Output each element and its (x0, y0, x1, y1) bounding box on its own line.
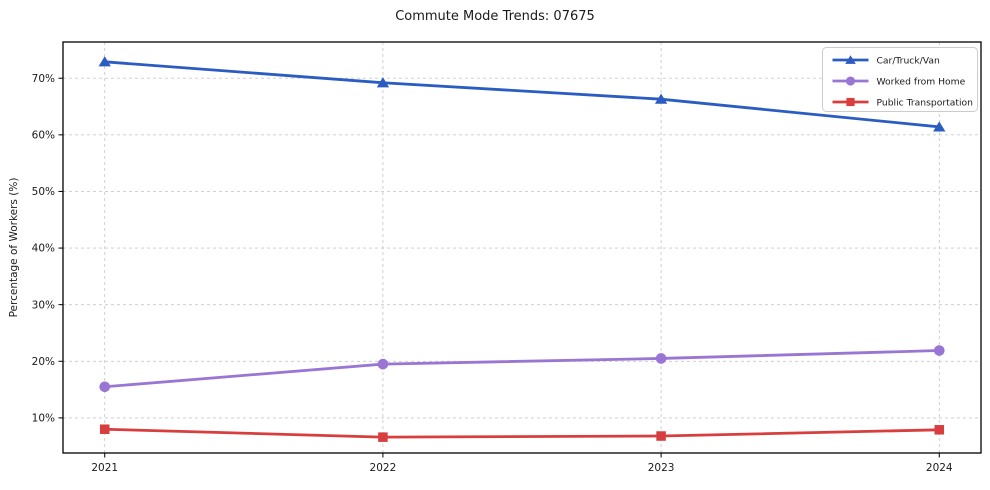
series-worked-from-home (99, 345, 945, 393)
chart-title: Commute Mode Trends: 07675 (395, 9, 595, 24)
marker-car-truck-van (654, 93, 668, 104)
series-public-transportation (99, 424, 945, 442)
x-tick-label: 2022 (370, 462, 397, 474)
marker-public-transportation (934, 425, 945, 435)
legend-label: Worked from Home (877, 76, 966, 87)
legend-item-car-truck-van: Car/Truck/Van (832, 55, 940, 66)
legend-marker-square (846, 97, 855, 107)
y-tick-label: 40% (32, 243, 55, 255)
legend-item-public-transportation: Public Transportation (832, 97, 974, 108)
legend-box (822, 47, 978, 112)
marker-car-truck-van (933, 121, 946, 132)
marker-worked-from-home (933, 345, 945, 356)
y-tick-label: 60% (32, 129, 55, 141)
plot-frame (62, 41, 982, 454)
series-line-car-truck-van (103, 60, 941, 129)
y-tick-label: 50% (32, 186, 55, 198)
legend: Car/Truck/Van Worked from Home Public Tran… (822, 47, 978, 112)
series-car-truck-van (98, 56, 946, 132)
marker-worked-from-home (655, 353, 667, 364)
y-tick-label: 20% (32, 356, 55, 368)
marker-public-transportation (656, 431, 666, 441)
legend-label: Public Transportation (877, 97, 974, 108)
y-axis-label: Percentage of Workers (%) (8, 178, 20, 318)
series-line-worked-from-home (103, 349, 941, 389)
legend-marker-circle (845, 76, 856, 86)
x-tick-label: 2021 (91, 462, 118, 474)
marker-worked-from-home (99, 381, 111, 393)
x-tick-label: 2023 (648, 462, 675, 474)
x-tick-label: 2024 (926, 462, 953, 474)
marker-public-transportation (99, 424, 110, 434)
marker-worked-from-home (377, 358, 389, 370)
y-tick-label: 10% (32, 413, 55, 425)
legend-marker-triangle (845, 55, 856, 64)
marker-car-truck-van (98, 56, 111, 67)
y-tick-label: 30% (32, 299, 55, 311)
y-tick-label: 70% (32, 73, 55, 85)
marker-car-truck-van (376, 77, 390, 88)
marker-public-transportation (378, 432, 388, 442)
series-line-public-transportation (103, 427, 941, 439)
legend-item-worked-from-home: Worked from Home (832, 76, 966, 87)
plot-area: 2021 2022 2023 2024 10% 20% 30% 40% 50% 60% 70% Car… (32, 41, 982, 474)
legend-label: Car/Truck/Van (877, 55, 940, 66)
